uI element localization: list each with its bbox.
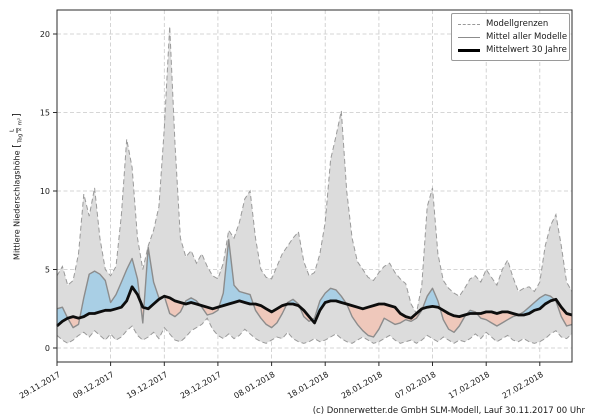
y-tick-label: 10 xyxy=(40,187,50,196)
x-tick-label: 29.11.2017 xyxy=(18,370,62,401)
footer-credit: (c) Donnerwetter.de GmbH SLM-Modell, Lau… xyxy=(312,406,585,416)
x-tick-label: 08.01.2018 xyxy=(232,370,276,401)
y-tick-label: 15 xyxy=(40,108,50,117)
y-tick-label: 5 xyxy=(45,265,50,274)
legend-label: Mittel aller Modelle xyxy=(486,32,568,43)
model-max-line xyxy=(56,26,573,315)
unit-bracket-close: ] xyxy=(11,113,23,117)
x-tick-label: 28.01.2018 xyxy=(340,370,384,401)
below-normal-fill xyxy=(440,308,467,333)
x-tick-label: 18.01.2018 xyxy=(286,370,330,401)
legend-item-model-mean: Mittel aller Modelle xyxy=(458,31,567,44)
x-tick-label: 29.12.2017 xyxy=(179,370,223,401)
legend-label: Mittelwert 30 Jahre xyxy=(486,45,567,56)
dashed-line-icon xyxy=(458,24,480,25)
legend: Modellgrenzen Mittel aller Modelle Mitte… xyxy=(451,13,570,61)
legend-item-model-range: Modellgrenzen xyxy=(458,18,563,31)
below-normal-fill xyxy=(253,304,287,328)
y-tick-label: 0 xyxy=(45,344,50,353)
plot-border xyxy=(56,9,573,363)
above-normal-fill xyxy=(311,288,347,323)
unit-bracket-open: [ xyxy=(11,143,23,148)
model-mean-line xyxy=(56,239,573,338)
unit-denominator: Tag × m² xyxy=(17,117,23,143)
legend-item-30y-mean: Mittelwert 30 Jahre xyxy=(458,44,567,57)
above-normal-fill xyxy=(422,288,440,309)
y-axis-label: Mittlere Niederschlagshöhe [ L Tag × m² … xyxy=(9,112,24,260)
below-normal-fill xyxy=(346,304,423,337)
legend-label: Modellgrenzen xyxy=(486,19,549,30)
mean-30y-line xyxy=(56,285,573,328)
black-line-icon xyxy=(458,49,480,52)
unit-numerator: L xyxy=(9,127,18,133)
model-range-band xyxy=(57,26,572,344)
x-tick-label: 17.02.2018 xyxy=(447,370,491,401)
x-tick-label: 07.02.2018 xyxy=(393,370,437,401)
above-normal-fill xyxy=(57,307,68,326)
x-tick-label: 27.02.2018 xyxy=(501,370,545,401)
y-tick-label: 20 xyxy=(40,30,50,39)
x-tick-label: 19.12.2017 xyxy=(125,370,169,401)
above-normal-fill xyxy=(518,294,555,315)
above-normal-fill xyxy=(143,247,165,309)
unit-fraction: L Tag × m² xyxy=(9,117,24,143)
model-min-line xyxy=(56,317,573,344)
gray-line-icon xyxy=(458,37,480,38)
y-axis-label-text: Mittlere Niederschlagshöhe xyxy=(12,150,22,260)
below-normal-fill xyxy=(476,311,519,326)
x-tick-label: 09.12.2017 xyxy=(71,370,115,401)
